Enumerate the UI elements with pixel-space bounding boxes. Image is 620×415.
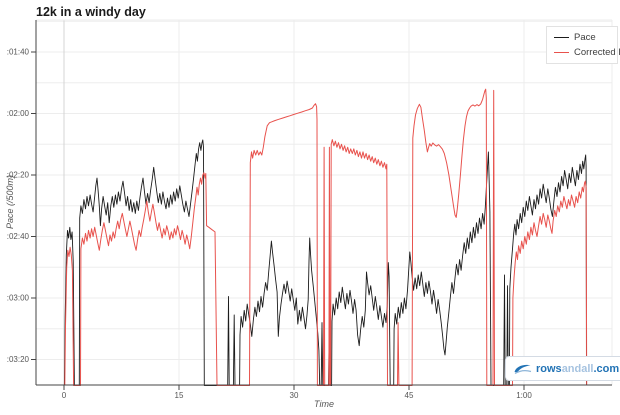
x-axis-title: Time	[314, 399, 334, 409]
y-tick-label: :02:00	[7, 109, 30, 118]
pace-line	[63, 139, 587, 386]
y-tick-label: :03:00	[7, 294, 30, 303]
y-tick-label: :02:20	[7, 171, 30, 180]
legend-label-pace: Pace	[574, 32, 596, 43]
y-tick-label: :02:40	[7, 232, 30, 241]
watermark-text: rowsandall.com	[536, 362, 620, 375]
x-tick-label: 45	[405, 391, 414, 400]
x-tick-label: 15	[175, 391, 184, 400]
legend-item-pace[interactable]: Pace	[554, 32, 610, 43]
rowsandall-logo-icon	[514, 364, 532, 375]
legend-item-corrected-pace[interactable]: Corrected Pace	[554, 47, 620, 58]
legend: Pace Corrected Pace	[546, 26, 620, 64]
chart-title: 12k in a windy day	[36, 5, 146, 19]
corrected-pace-line	[64, 88, 588, 386]
y-tick-label: :03:20	[7, 355, 30, 364]
x-tick-label: 30	[290, 391, 299, 400]
x-tick-label: 0	[62, 391, 67, 400]
legend-label-corrected-pace: Corrected Pace	[574, 47, 620, 58]
x-tick-label: 1:00	[516, 391, 532, 400]
pace-line-swatch	[554, 37, 569, 38]
corrected-pace-line-swatch	[554, 52, 569, 53]
y-tick-label: :01:40	[7, 48, 30, 57]
y-axis-title: Pace (/500m)	[5, 174, 15, 230]
watermark-link[interactable]: rowsandall.com	[505, 356, 620, 381]
